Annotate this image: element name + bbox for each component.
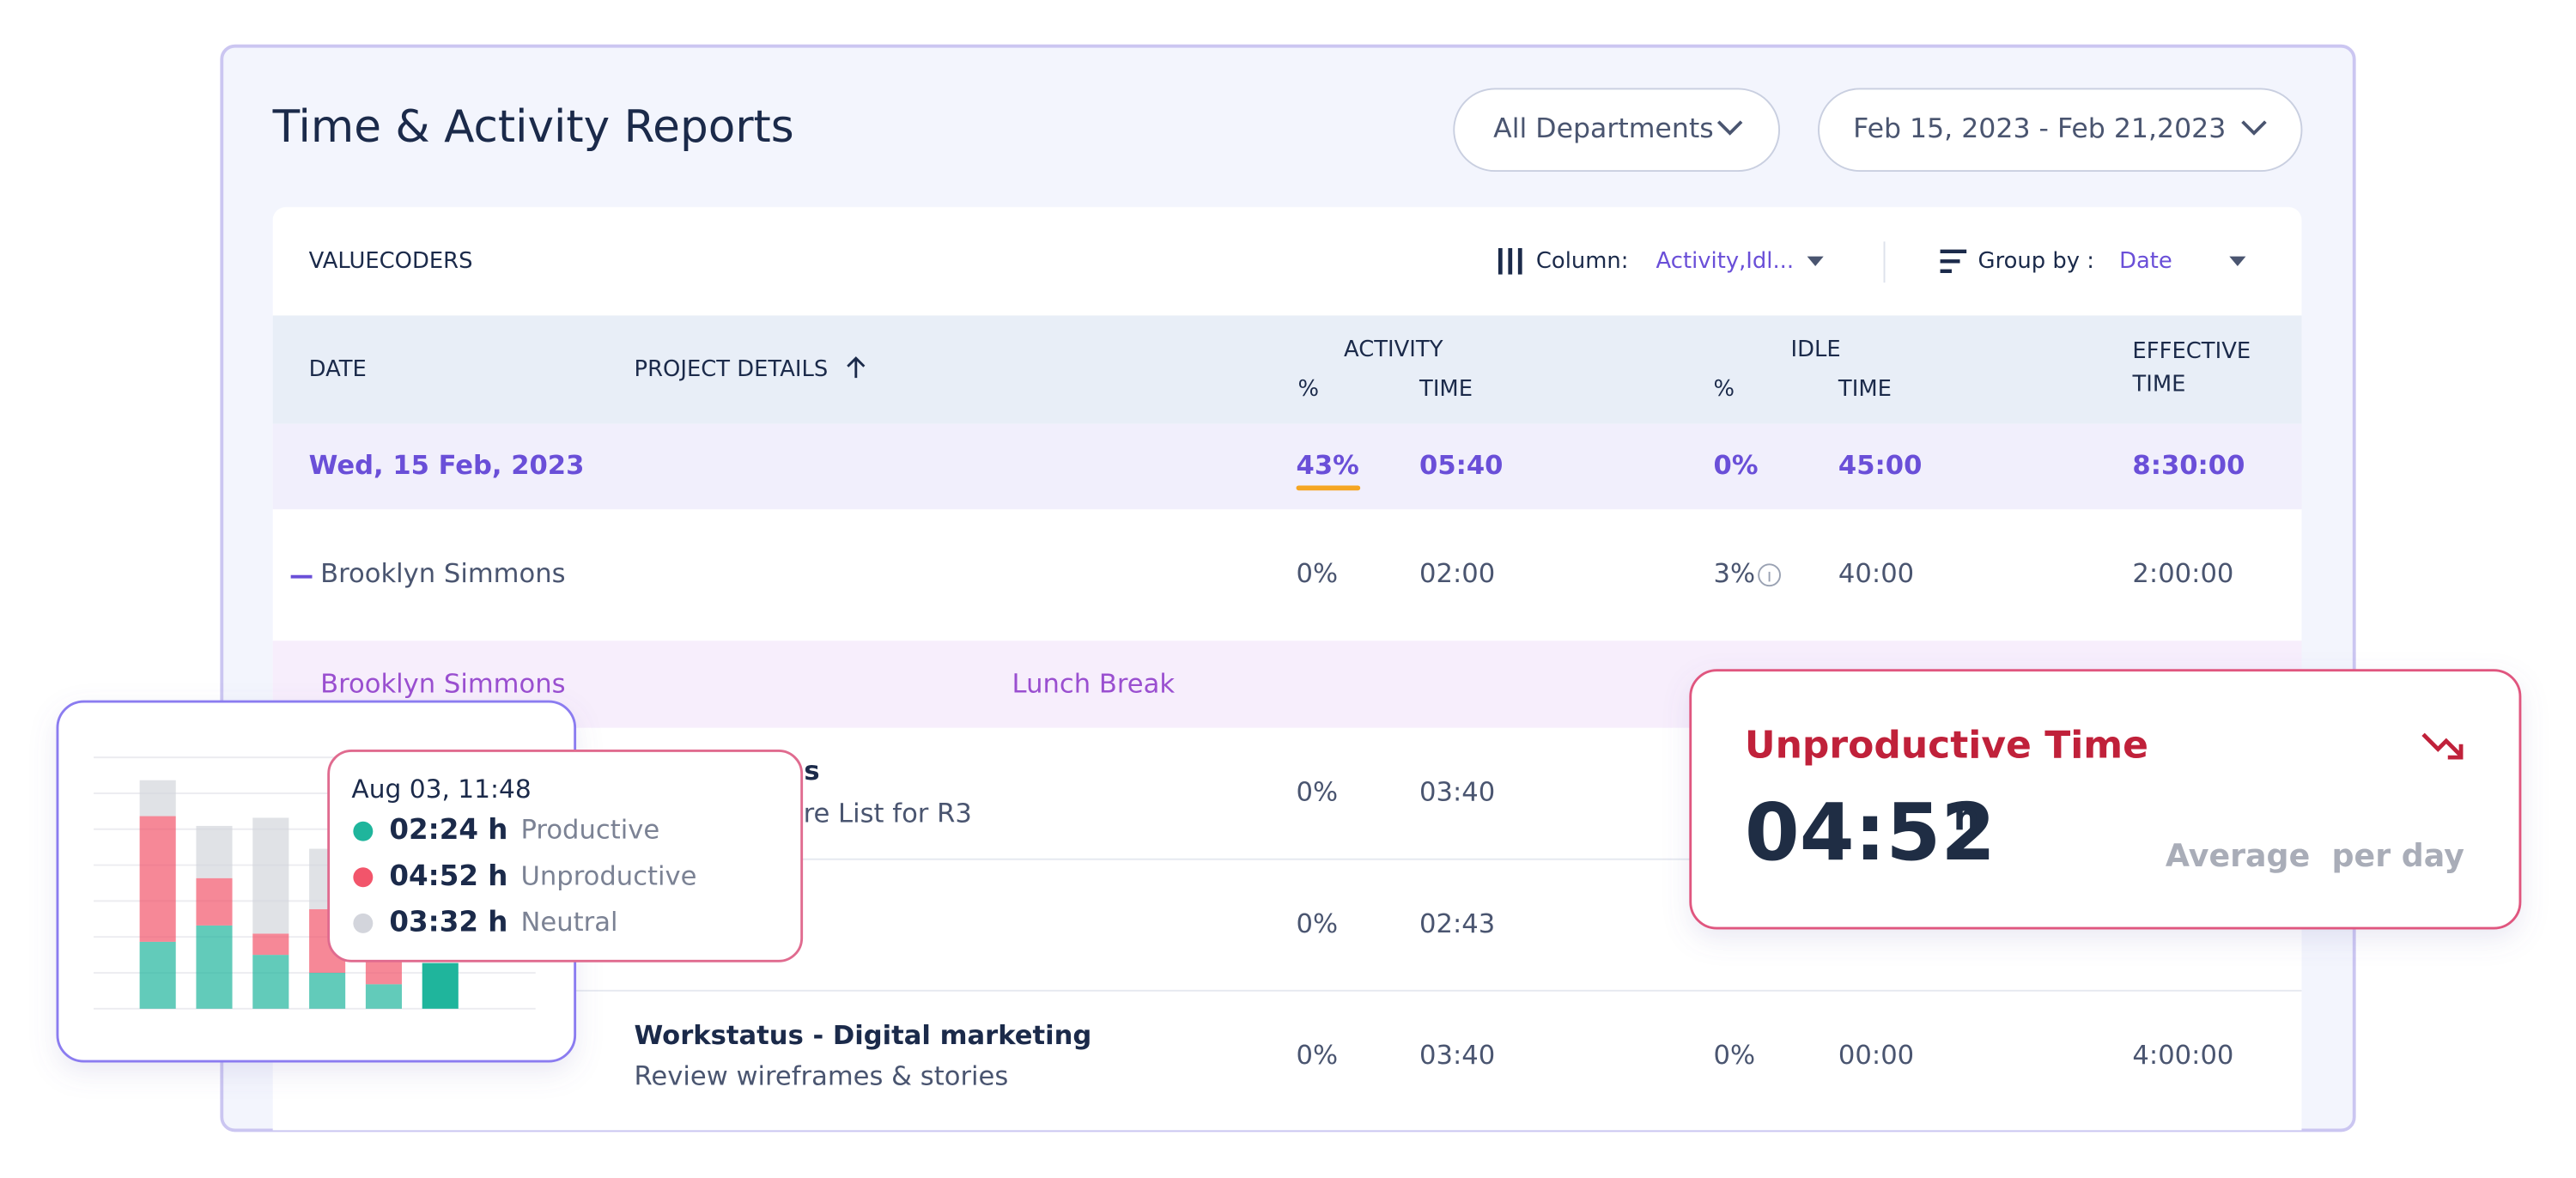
organization: VALUECODERS (309, 248, 473, 274)
bar-segment (139, 941, 176, 1009)
cell: 0% (1297, 909, 1339, 939)
department-dropdown[interactable]: All Departments (1453, 88, 1781, 173)
bar-segment (196, 925, 233, 1009)
project: Workstatus - Digital marketing (635, 1021, 1092, 1051)
bar-segment (196, 877, 233, 926)
date-dropdown[interactable]: Feb 15, 2023 - Feb 21,2023 (1818, 88, 2303, 173)
cell: 0% (1714, 1041, 1756, 1071)
column-icon[interactable] (1498, 247, 1522, 275)
tooltip-title: Aug 03, 11:48 (351, 774, 531, 804)
tooltip-legend: 02:24 h Productive 04:52 h Unproductive 03:3… (353, 813, 696, 938)
group-row (272, 423, 2302, 510)
col-activity: ACTIVITY (1344, 337, 1443, 362)
col-activity-pct: % (1297, 376, 1319, 402)
caret[interactable] (1807, 256, 1824, 267)
card-value: 04:52 (1745, 786, 1996, 878)
break-name: Brooklyn Simmons (320, 669, 565, 699)
bar-segment (365, 984, 402, 1009)
col-date: DATE (309, 356, 367, 382)
dropdown-box[interactable] (1818, 88, 2303, 173)
cell: 0% (1714, 451, 1759, 481)
cell: 0% (1297, 778, 1339, 808)
legend-name: Productive (521, 816, 660, 846)
col-project[interactable]: PROJECT DETAILS (635, 356, 829, 382)
icon-bar[interactable] (1498, 247, 1503, 275)
card-box (1689, 669, 2522, 930)
bar-segment (252, 955, 289, 1009)
header-row (272, 315, 2302, 424)
page-title: Time & Activity Reports (272, 101, 794, 153)
cell: 0% (1297, 559, 1339, 589)
member-name: Brooklyn Simmons (320, 559, 565, 589)
tooltip-value: 04:52 h (389, 859, 507, 892)
dropdown-text[interactable]: All Departments (1493, 113, 1713, 144)
legend-dot (353, 913, 374, 933)
cell: 03:40 (1419, 778, 1495, 808)
icon-bar[interactable] (1508, 247, 1513, 275)
cell: 40:00 (1838, 559, 1914, 589)
icon-bar[interactable] (1517, 247, 1522, 275)
bar-segment (252, 933, 289, 956)
trend-icon (2421, 732, 2464, 760)
chevron[interactable] (2241, 120, 2267, 136)
break-label: Lunch Break (1012, 669, 1176, 699)
col-effective-wrap: EFFECTIVE TIME (2132, 338, 2251, 398)
cell: 0% (1297, 1041, 1339, 1071)
tooltip-value: 03:32 h (389, 905, 507, 938)
bar-segment (252, 817, 289, 934)
group-value[interactable]: Date (2119, 248, 2172, 274)
bar-segment (422, 962, 459, 1009)
tooltip-box (327, 750, 804, 962)
group-label: Group by : (1978, 248, 2094, 274)
dropdown-box[interactable] (1453, 88, 1781, 173)
column-label: Column: (1536, 248, 1629, 274)
card-caption: Average per day (2166, 837, 2464, 874)
card-unit: h (1953, 796, 1979, 838)
cell: 3% (1714, 559, 1756, 589)
cell: 03:40 (1419, 1041, 1495, 1071)
sort-arrow[interactable] (847, 356, 866, 379)
tooltip: Aug 03, 11:48 02:24 h Productive 04:52 h Un… (327, 750, 804, 962)
bar-segment (139, 780, 176, 817)
task: re List for R3 (804, 799, 972, 829)
unproductive-card: Unproductive Time 04:52 h Average per da… (1689, 669, 2522, 930)
cell: 02:00 (1419, 559, 1495, 589)
card-title: Unproductive Time (1745, 724, 2148, 768)
cell: 43% (1297, 451, 1359, 481)
bar-segment (309, 973, 346, 1009)
chevron[interactable] (1716, 120, 1743, 136)
legend-dot (353, 821, 374, 841)
bar-segment (196, 825, 233, 878)
bar-segment (139, 816, 176, 942)
legend-name: Neutral (521, 908, 618, 938)
group-date: Wed, 15 Feb, 2023 (309, 451, 585, 481)
dropdown-text[interactable]: Feb 15, 2023 - Feb 21,2023 (1853, 113, 2226, 144)
col-idle-time: TIME (1838, 376, 1892, 402)
col-idle-pct: % (1714, 376, 1735, 402)
cell: 2:00:00 (2132, 559, 2233, 589)
tooltip-value: 02:24 h (389, 813, 507, 846)
legend-dot (353, 867, 374, 888)
legend-name: Unproductive (521, 861, 697, 891)
underline (1296, 485, 1361, 491)
cell: 02:43 (1419, 909, 1495, 939)
cell: 05:40 (1419, 451, 1503, 481)
caret[interactable] (2229, 256, 2246, 267)
cell: 45:00 (1838, 451, 1922, 481)
cell: 00:00 (1838, 1041, 1914, 1071)
cell: 8:30:00 (2132, 451, 2245, 481)
col-activity-time: TIME (1419, 376, 1473, 402)
col-idle: IDLE (1790, 337, 1840, 362)
col-effective: EFFECTIVE TIME (2132, 338, 2251, 398)
group-icon[interactable] (1940, 249, 1967, 273)
cell: 4:00:00 (2132, 1041, 2233, 1071)
column-value[interactable]: Activity,Idl... (1656, 248, 1795, 274)
info-icon[interactable] (1758, 563, 1781, 587)
task: Review wireframes & stories (635, 1062, 1009, 1092)
